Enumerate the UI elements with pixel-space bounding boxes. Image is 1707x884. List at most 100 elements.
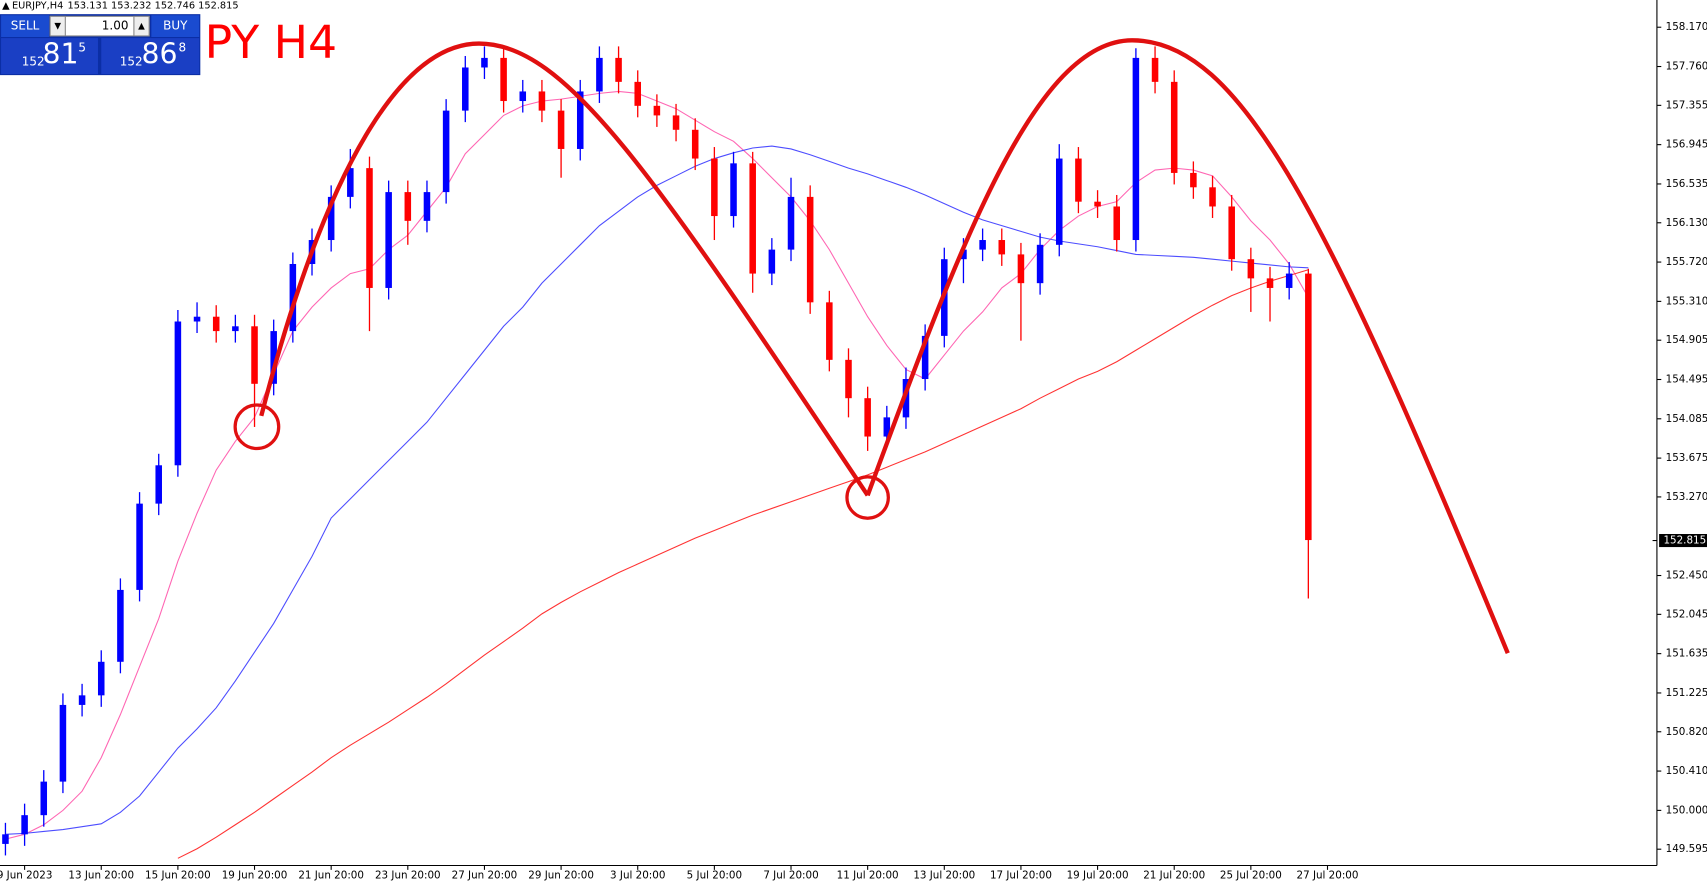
candle-body [2,834,9,844]
candle-body [327,196,335,241]
y-tick-label: 152.045 [1666,608,1707,620]
bid-small: 5 [78,40,86,54]
x-tick-label: 9 Jun 2023 [0,869,52,881]
candle-body [1266,278,1274,288]
ohlc-info: 153.131 153.232 152.746 152.815 [67,0,238,11]
candle-body [1113,206,1121,241]
candle-body [615,57,622,82]
candle-body [998,240,1006,255]
candle-body [136,503,143,590]
circle-marker [233,403,281,451]
candle-body [576,91,584,149]
y-tick-label: 150.410 [1666,765,1707,777]
y-tick-label: 157.355 [1666,99,1707,111]
candle-body [1305,273,1312,541]
ask-main: 86 [142,38,178,71]
candle-body [270,331,277,384]
y-tick-label: 157.760 [1666,61,1707,73]
candle-body [960,249,967,260]
candle-body [21,815,28,835]
candle-body [730,163,737,217]
candle-body [519,91,527,102]
candle-body [653,105,661,116]
candle-body [979,240,986,250]
moving-average [5,145,1309,835]
x-tick-label: 11 Jul 20:00 [837,869,899,881]
arc [259,41,870,497]
buy-label[interactable]: BUY [163,19,188,33]
candle-body [212,316,220,332]
arc [865,38,1510,655]
candle-body [806,196,814,303]
x-tick-label: 29 Jun 20:00 [528,869,594,881]
candle-body [864,398,871,437]
pattern-drawing [233,38,1510,655]
x-tick-label: 15 Jun 20:00 [145,869,211,881]
candle-body [97,661,105,696]
x-tick-label: 13 Jun 20:00 [68,869,134,881]
ask-box[interactable] [101,38,200,75]
candle-body [1247,259,1255,279]
bid-main: 81 [42,38,78,71]
candle-body [883,417,891,437]
y-tick-label: 156.535 [1666,178,1707,190]
candle-body [1190,172,1197,188]
plot-area [2,46,1312,859]
moving-average [5,90,1309,840]
candle-body [749,163,756,274]
candle-body [672,115,680,130]
sell-button[interactable] [1,15,49,38]
y-tick-label: 158.170 [1666,21,1707,33]
candle-body [1075,158,1082,202]
candle-body [232,326,239,332]
buy-button[interactable] [151,15,200,38]
y-tick-label: 154.085 [1666,413,1707,425]
candle-body [174,321,182,466]
candle-body [155,465,162,504]
candle-body [385,192,392,288]
candle-body [557,110,565,149]
candle-body [538,91,546,111]
moving-average [177,269,1309,859]
symbol-arrow: ▲ [2,0,10,11]
x-tick-label: 13 Jul 20:00 [913,869,975,881]
lot-value[interactable]: 1.00 [102,19,129,33]
candle-body [1151,57,1159,82]
candle-body [40,781,48,816]
y-tick-label: 155.720 [1666,256,1707,268]
candle-body [1228,206,1235,260]
candle-body [193,316,201,322]
candle-body [787,196,795,250]
x-tick-label: 3 Jul 20:00 [610,869,665,881]
bid-box[interactable] [1,38,98,75]
x-tick-label: 27 Jun 20:00 [452,869,518,881]
y-tick-label: 154.495 [1666,373,1707,385]
watermark: PY H4 [205,16,337,69]
candle-body [1132,57,1140,241]
x-tick-label: 5 Jul 20:00 [687,869,742,881]
lot-up[interactable] [133,15,150,37]
candle-body [691,129,699,159]
lot-down[interactable] [49,15,66,37]
candle-body [347,168,354,197]
x-tick-label: 21 Jul 20:00 [1143,869,1205,881]
x-tick-label: 19 Jul 20:00 [1067,869,1129,881]
candle-body [1017,254,1025,284]
candle-body [768,249,776,274]
x-tick-label: 23 Jun 20:00 [375,869,441,881]
candle-body [826,302,833,360]
y-tick-label: 150.820 [1666,726,1707,738]
candle-body [500,57,507,102]
candle-body [462,67,469,111]
x-tick-label: 19 Jun 20:00 [222,869,288,881]
candle-body [442,110,450,193]
y-tick-label: 156.945 [1666,139,1707,151]
candle-body [423,192,431,221]
sell-label[interactable]: SELL [11,19,40,33]
candle-body [1285,273,1293,288]
y-tick-label: 156.130 [1666,217,1707,229]
candle-body [845,359,852,399]
candle-body [78,695,86,705]
